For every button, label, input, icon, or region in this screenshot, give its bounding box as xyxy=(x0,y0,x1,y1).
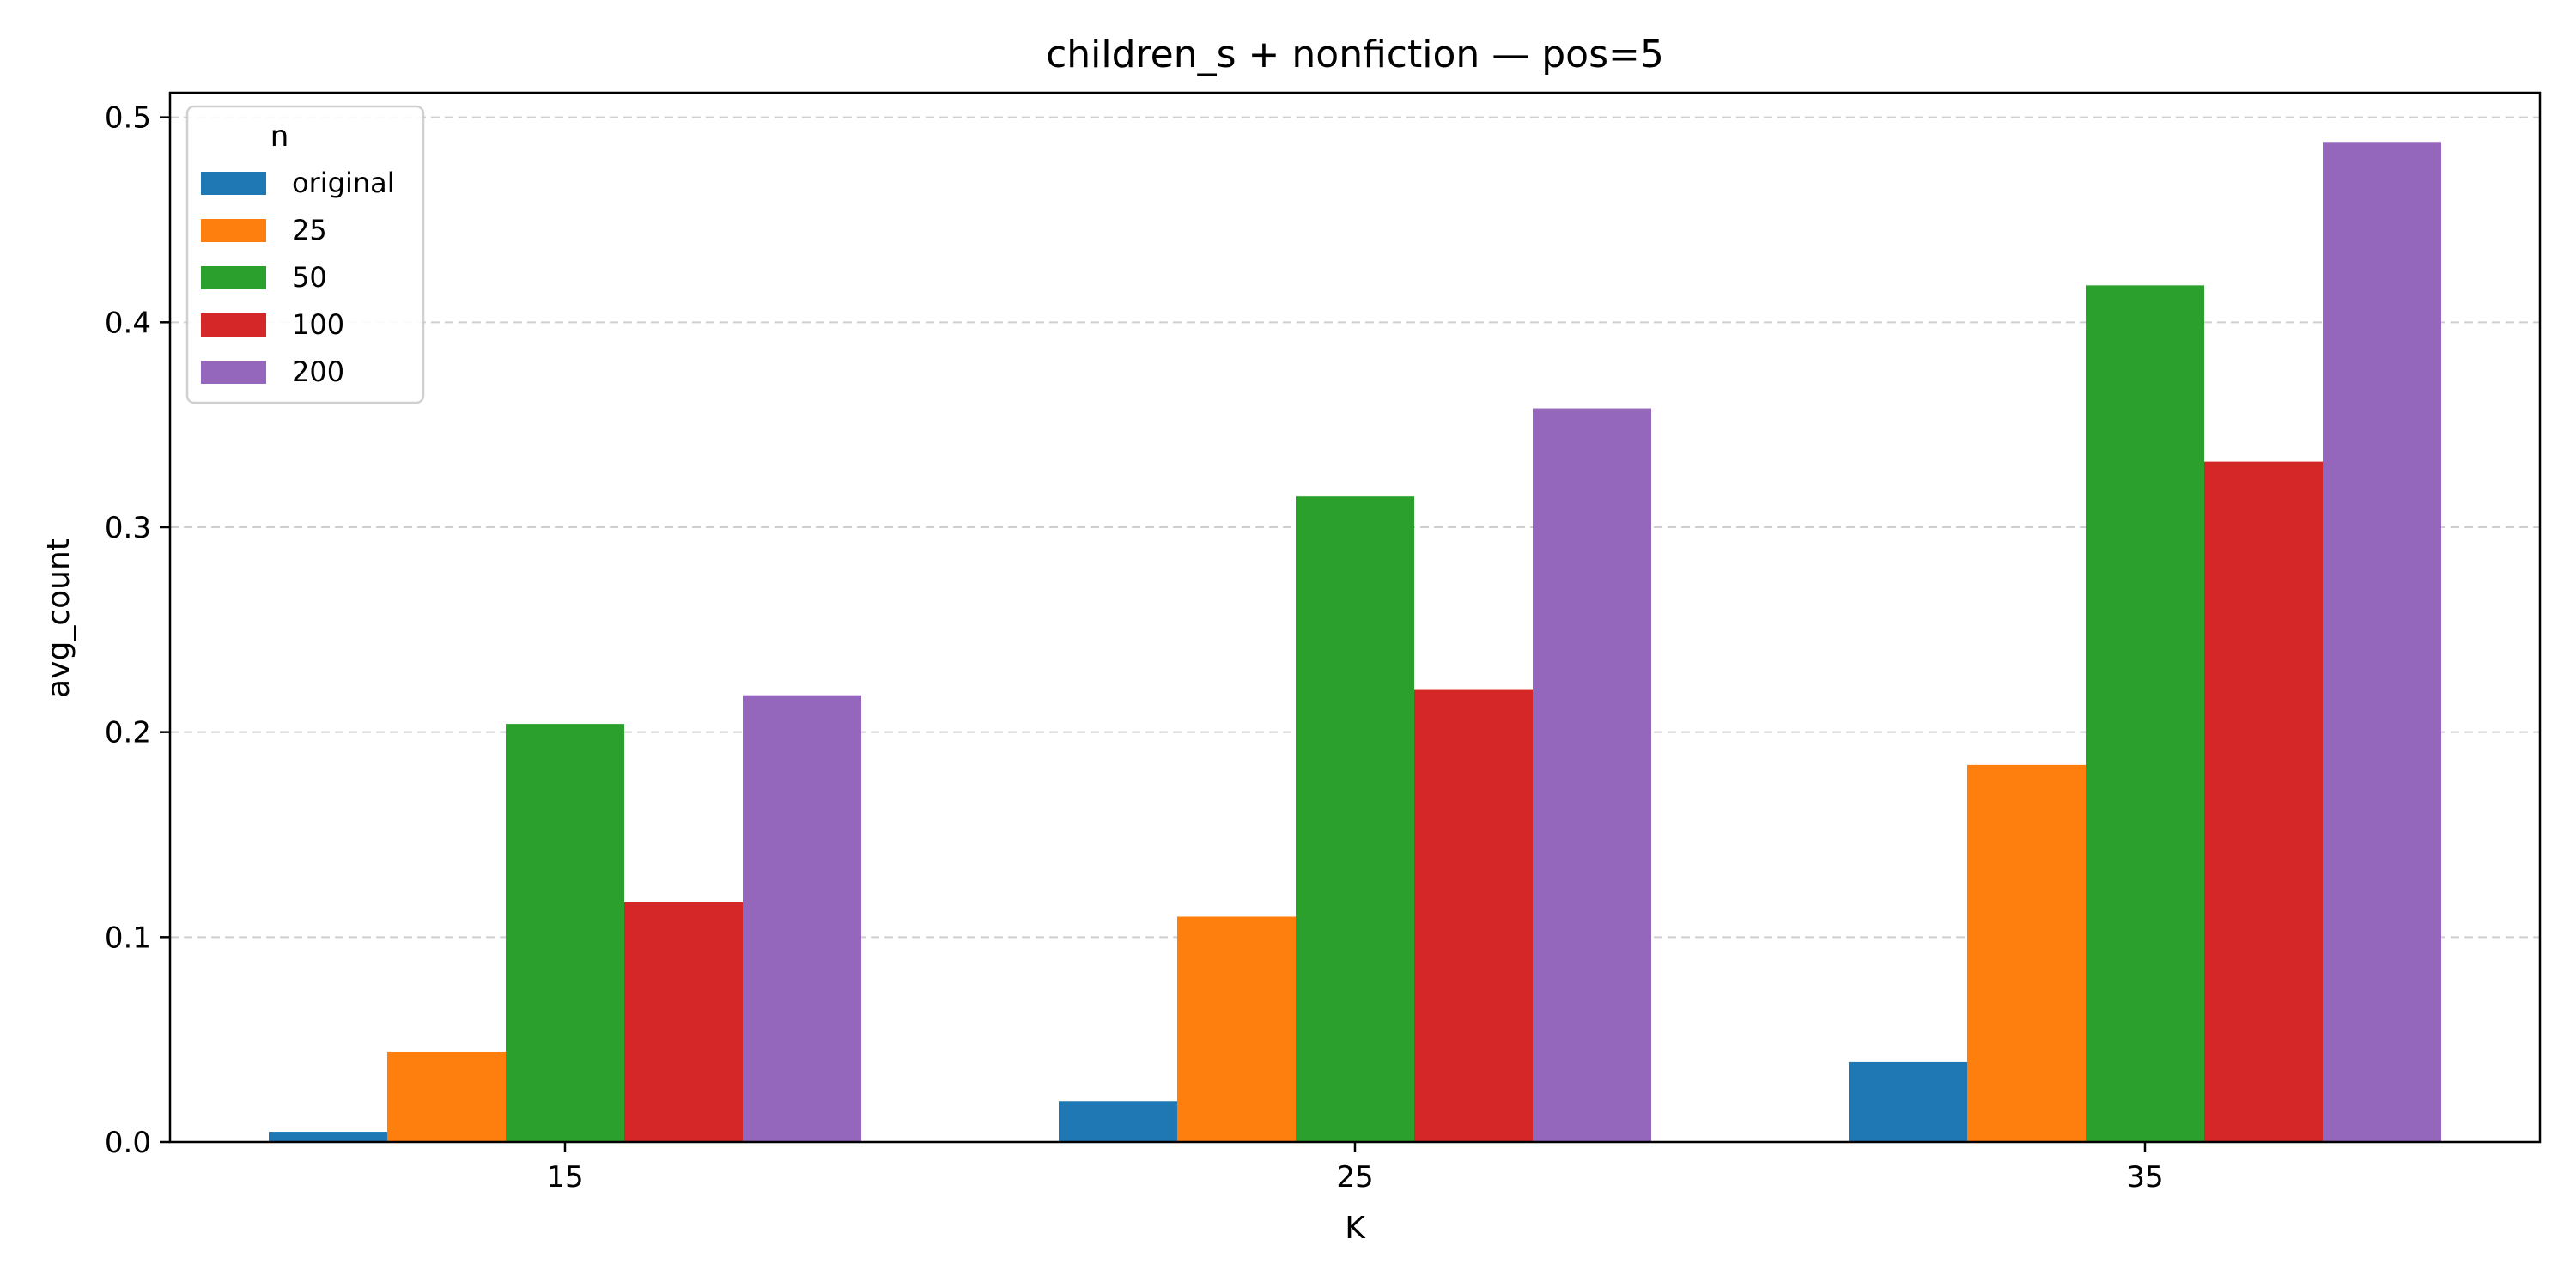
legend-label-200: 200 xyxy=(292,355,344,388)
legend-title: n xyxy=(270,119,289,154)
bar-200-k15 xyxy=(743,695,861,1142)
legend-swatch-200 xyxy=(201,361,266,384)
bar-100-k25 xyxy=(1414,689,1533,1142)
plot-frame xyxy=(168,91,2542,1144)
x-axis-label: K xyxy=(1345,1211,1366,1246)
bar-50-k35 xyxy=(2086,285,2204,1142)
bars-layer xyxy=(269,142,2441,1142)
legend-label-25: 25 xyxy=(292,214,327,246)
y-tick-label: 0.4 xyxy=(105,306,151,340)
legend-swatch-25 xyxy=(201,219,266,242)
x-tick-label: 35 xyxy=(2126,1160,2163,1194)
bar-50-k15 xyxy=(506,724,624,1142)
bar-25-k35 xyxy=(1967,764,2086,1142)
axes-layer: 0.0 0.1 0.2 0.3 0.4 0.5 15 25 35 xyxy=(105,91,2542,1194)
legend-label-original: original xyxy=(292,167,395,199)
bar-100-k15 xyxy=(624,902,743,1142)
bar-50-k25 xyxy=(1296,496,1414,1142)
y-tick-label: 0.1 xyxy=(105,920,151,955)
x-tick-label: 15 xyxy=(546,1160,583,1194)
y-axis-label: avg_count xyxy=(41,538,76,698)
bar-original-k35 xyxy=(1849,1061,1967,1142)
chart-title: children_s + nonfiction — pos=5 xyxy=(1046,33,1664,76)
y-tick-label: 0.0 xyxy=(105,1126,151,1160)
legend-label-50: 50 xyxy=(292,261,327,294)
bar-original-k25 xyxy=(1059,1101,1177,1142)
legend-swatch-50 xyxy=(201,266,266,289)
legend-label-100: 100 xyxy=(292,308,344,341)
bar-25-k15 xyxy=(387,1051,506,1142)
bar-200-k25 xyxy=(1533,408,1651,1142)
y-tick-label: 0.5 xyxy=(105,101,151,136)
y-tick-label: 0.3 xyxy=(105,511,151,545)
legend-swatch-100 xyxy=(201,313,266,337)
bar-200-k35 xyxy=(2323,142,2441,1142)
legend-swatch-original xyxy=(201,172,266,195)
y-tick-label: 0.2 xyxy=(105,716,151,750)
bar-100-k35 xyxy=(2204,461,2323,1142)
bar-25-k25 xyxy=(1177,916,1296,1142)
bar-original-k15 xyxy=(269,1132,387,1142)
x-tick-label: 25 xyxy=(1336,1160,1373,1194)
